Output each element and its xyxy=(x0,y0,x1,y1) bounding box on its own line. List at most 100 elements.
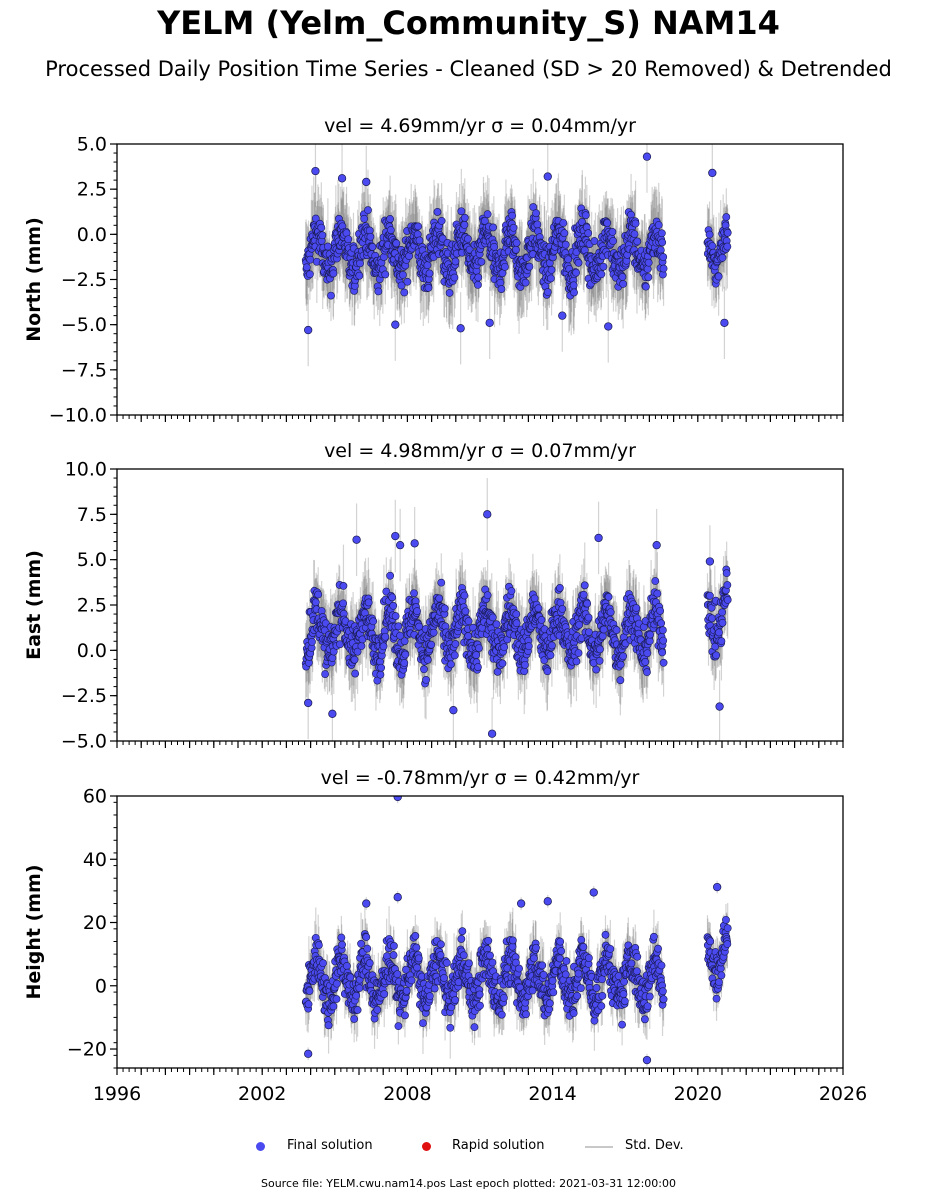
y-tick-label: 5.0 xyxy=(77,549,107,571)
final-solution-point xyxy=(561,240,570,249)
final-solution-point xyxy=(609,237,617,245)
final-solution-point xyxy=(722,569,731,578)
final-solution-point xyxy=(612,626,621,634)
final-solution-point xyxy=(572,268,581,277)
y-axis-label: East (mm) xyxy=(23,550,45,660)
final-solution-point xyxy=(543,288,552,296)
y-tick-label: 0.0 xyxy=(77,640,107,662)
final-solution-point xyxy=(570,288,578,297)
velocity-label: vel = 4.69mm/yr σ = 0.04mm/yr xyxy=(324,115,636,137)
final-solution-point xyxy=(475,644,483,653)
final-solution-point xyxy=(351,669,360,678)
final-solution-point xyxy=(598,632,607,640)
y-tick-label: 2.5 xyxy=(77,179,107,201)
final-solution-point xyxy=(423,655,432,664)
final-solution-point xyxy=(509,223,518,232)
final-solution-point xyxy=(460,220,469,229)
final-solution-point xyxy=(583,599,592,608)
y-tick-label: 0.0 xyxy=(77,224,107,246)
final-solution-point xyxy=(658,238,667,247)
final-solution-point xyxy=(357,642,366,650)
final-solution-point xyxy=(314,590,323,599)
final-solution-point xyxy=(534,604,543,613)
final-solution-point xyxy=(584,613,593,622)
final-solution-point xyxy=(376,670,385,679)
final-solution-point xyxy=(415,236,424,245)
y-tick-label: 10.0 xyxy=(65,459,107,481)
final-solution-point xyxy=(524,642,533,651)
final-solution-point xyxy=(472,651,481,659)
final-solution-point xyxy=(584,229,593,238)
final-solution-point xyxy=(304,698,313,708)
final-solution-point xyxy=(410,589,418,598)
final-solution-point xyxy=(413,607,421,616)
final-solution-point xyxy=(460,213,469,222)
final-solution-point xyxy=(652,541,661,550)
final-solution-point xyxy=(579,590,588,599)
final-solution-point xyxy=(717,637,726,646)
final-solution-point xyxy=(645,637,654,645)
final-solution-point xyxy=(560,229,569,238)
final-solution-point xyxy=(438,234,447,243)
final-solution-point xyxy=(344,235,353,244)
final-solution-point xyxy=(632,604,641,612)
final-solution-point xyxy=(608,228,617,236)
final-solution-point xyxy=(500,262,509,271)
final-solution-point xyxy=(604,593,613,601)
final-solution-point xyxy=(369,617,378,626)
final-solution-point xyxy=(425,269,434,278)
final-solution-point xyxy=(575,620,584,629)
final-solution-point xyxy=(487,729,497,738)
final-solution-point xyxy=(400,637,409,646)
final-solution-point xyxy=(592,665,601,674)
final-solution-point xyxy=(492,620,501,629)
y-tick-label: −5.0 xyxy=(61,731,107,753)
final-solution-point xyxy=(658,648,667,657)
final-solution-point xyxy=(327,291,335,300)
final-solution-point xyxy=(437,578,446,587)
final-solution-point xyxy=(581,211,590,220)
panel-north: 5.0 2.5 0.0 −2.5 −5.0 −7.5 −10.0 vel = 4.69mm/y… xyxy=(23,115,844,427)
final-solution-point xyxy=(532,209,540,218)
final-solution-point xyxy=(379,253,388,261)
final-solution-point xyxy=(521,660,529,669)
final-solution-point xyxy=(490,242,499,251)
final-solution-point xyxy=(395,541,405,550)
final-solution-point xyxy=(574,258,583,267)
final-solution-point xyxy=(722,213,731,221)
final-solution-point xyxy=(543,667,552,676)
final-solution-point xyxy=(461,607,470,616)
final-solution-point xyxy=(451,257,460,266)
final-solution-point xyxy=(659,636,668,645)
final-solution-point xyxy=(410,539,419,548)
final-solution-point xyxy=(599,262,608,271)
final-solution-point xyxy=(323,242,332,251)
final-solution-point xyxy=(657,619,666,628)
final-solution-point xyxy=(422,675,430,684)
final-solution-point xyxy=(708,242,717,250)
final-solution-point xyxy=(659,253,668,261)
final-solution-point xyxy=(520,667,529,676)
final-solution-point xyxy=(488,613,497,622)
final-solution-point xyxy=(360,214,369,223)
final-solution-point xyxy=(654,221,663,229)
final-solution-point xyxy=(642,152,652,161)
final-solution-point xyxy=(352,535,361,544)
final-solution-point xyxy=(500,643,509,652)
y-tick-label: −5.0 xyxy=(61,314,107,336)
final-solution-point xyxy=(366,232,375,241)
final-solution-point xyxy=(474,663,482,671)
final-solution-point xyxy=(720,318,729,328)
final-solution-point xyxy=(414,222,423,231)
final-solution-point xyxy=(723,596,732,604)
final-solution-point xyxy=(379,642,388,651)
final-solution-point xyxy=(596,645,604,654)
final-solution-point xyxy=(318,231,327,240)
final-solution-point xyxy=(558,604,567,613)
y-tick-label: −2.5 xyxy=(61,269,107,291)
final-solution-point xyxy=(353,647,362,656)
final-solution-point xyxy=(400,288,409,297)
velocity-label: vel = 4.98mm/yr σ = 0.07mm/yr xyxy=(324,440,636,462)
final-solution-point xyxy=(619,652,628,661)
final-solution-point xyxy=(564,255,573,264)
